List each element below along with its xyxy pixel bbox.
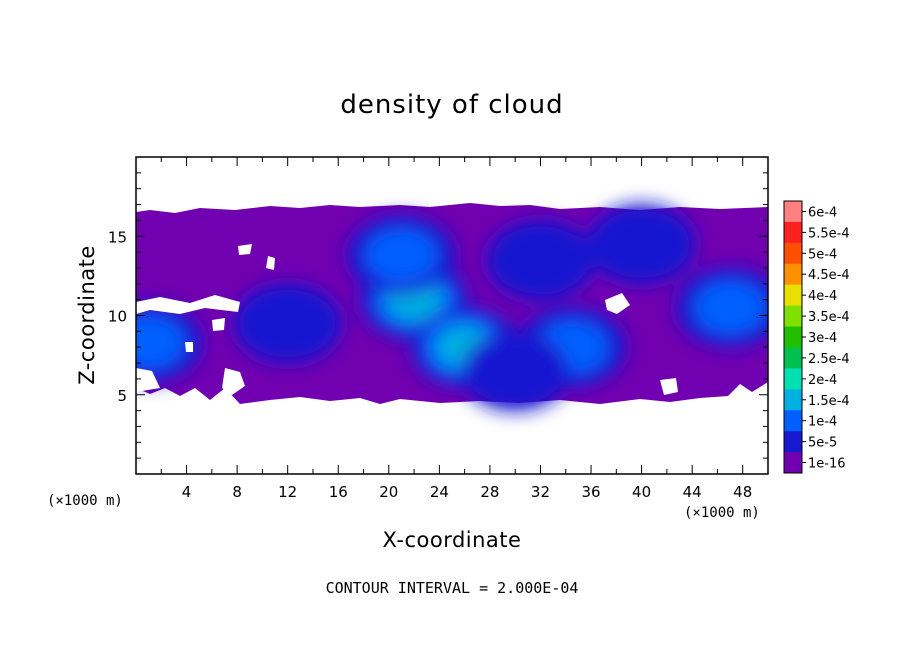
colorbar-label: 2e-4 bbox=[808, 373, 837, 388]
colorbar-label: 2.5e-4 bbox=[808, 352, 850, 367]
clear-hole bbox=[660, 378, 678, 395]
x-unit-label-right: (×1000 m) bbox=[684, 505, 760, 521]
colorbar-label: 1e-16 bbox=[808, 457, 846, 472]
y-axis-label: Z-coordinate bbox=[75, 245, 99, 385]
colorbar-label: 6e-4 bbox=[808, 205, 837, 220]
density-blob bbox=[486, 220, 595, 301]
density-blob bbox=[233, 283, 342, 364]
plot-area bbox=[136, 203, 768, 411]
clear-hole bbox=[136, 368, 160, 392]
colorbar-label: 3e-4 bbox=[808, 331, 837, 346]
x-tick-label: 28 bbox=[480, 483, 499, 501]
x-tick-label: 8 bbox=[232, 483, 242, 501]
chart-title: density of cloud bbox=[340, 90, 563, 120]
x-tick-label: 48 bbox=[733, 483, 752, 501]
density-blob bbox=[693, 280, 767, 335]
density-blob bbox=[136, 315, 185, 370]
colorbar-swatch bbox=[784, 305, 802, 328]
colorbar-label: 5.5e-4 bbox=[808, 226, 850, 241]
clear-hole bbox=[605, 293, 630, 314]
colorbar-swatch bbox=[784, 347, 802, 369]
x-tick-label: 40 bbox=[632, 483, 651, 501]
x-tick-labels: 4 8 12 16 20 24 28 32 36 40 44 48 bbox=[182, 483, 752, 501]
x-tick-label: 36 bbox=[581, 483, 600, 501]
colorbar-label: 3.5e-4 bbox=[808, 310, 850, 325]
colorbar-swatch bbox=[784, 452, 802, 474]
colorbar-label: 1e-4 bbox=[808, 415, 837, 430]
x-tick-label: 4 bbox=[182, 483, 192, 501]
colorbar-swatch bbox=[784, 368, 802, 390]
clear-hole bbox=[185, 342, 193, 352]
x-tick-label: 20 bbox=[379, 483, 398, 501]
y-tick-label: 10 bbox=[108, 308, 127, 326]
x-tick-label: 12 bbox=[278, 483, 297, 501]
clear-hole bbox=[238, 244, 252, 255]
colorbar-swatch bbox=[784, 431, 802, 453]
colorbar-label: 5e-5 bbox=[808, 436, 837, 451]
contour-interval-note: CONTOUR INTERVAL = 2.000E-04 bbox=[326, 579, 579, 597]
y-tick-labels: 5 10 15 bbox=[108, 228, 127, 405]
x-axis-label: X-coordinate bbox=[383, 528, 522, 552]
colorbar-swatch bbox=[784, 242, 802, 265]
colorbar-swatch bbox=[784, 389, 802, 411]
colorbar-swatch bbox=[784, 326, 802, 348]
colorbar-swatch bbox=[784, 410, 802, 432]
density-blob bbox=[587, 204, 696, 285]
colorbar-label: 4.5e-4 bbox=[808, 268, 850, 283]
colorbar-label: 5e-4 bbox=[808, 247, 837, 262]
colorbar-swatch bbox=[784, 201, 802, 223]
x-tick-label: 24 bbox=[430, 483, 449, 501]
clear-hole bbox=[266, 256, 275, 270]
x-tick-label: 16 bbox=[329, 483, 348, 501]
x-unit-label-left: (×1000 m) bbox=[47, 493, 123, 509]
clear-hole bbox=[222, 368, 245, 395]
colorbar: 6e-4 5.5e-4 5e-4 4.5e-4 4e-4 3.5e-4 3e-4 2.5e-4… bbox=[783, 200, 850, 474]
y-tick-label: 5 bbox=[117, 387, 127, 405]
colorbar-label: 4e-4 bbox=[808, 289, 837, 304]
axis-ticks bbox=[136, 157, 768, 474]
colorbar-swatch bbox=[784, 263, 802, 286]
clear-hole bbox=[136, 295, 240, 314]
y-tick-label: 15 bbox=[108, 228, 127, 246]
colorbar-swatch bbox=[784, 284, 802, 307]
x-tick-label: 44 bbox=[683, 483, 702, 501]
density-features bbox=[136, 204, 768, 411]
colorbar-swatch bbox=[784, 221, 802, 244]
density-blob bbox=[461, 330, 570, 411]
clear-hole bbox=[212, 318, 225, 331]
density-blob bbox=[365, 228, 438, 283]
colorbar-label: 1.5e-4 bbox=[808, 394, 850, 409]
x-tick-label: 32 bbox=[531, 483, 550, 501]
clear-holes bbox=[136, 244, 678, 395]
